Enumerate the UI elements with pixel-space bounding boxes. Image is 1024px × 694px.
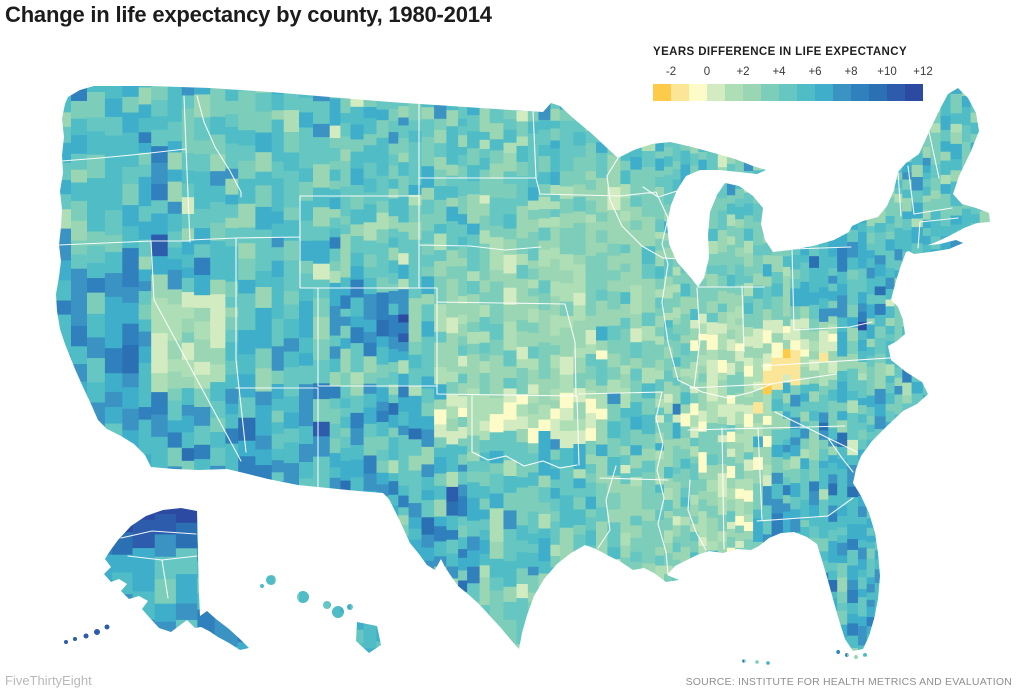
legend-swatch: [671, 84, 689, 101]
legend-swatch: [761, 84, 779, 101]
legend-color-scale: [653, 84, 923, 101]
legend-tick-label: +2: [736, 66, 750, 78]
legend-swatch: [869, 84, 887, 101]
legend-swatch: [743, 84, 761, 101]
legend-tick-label: +8: [844, 66, 858, 78]
legend-swatch: [905, 84, 923, 101]
source-credit: SOURCE: INSTITUTE FOR HEALTH METRICS AND…: [685, 676, 1012, 688]
legend-swatch: [833, 84, 851, 101]
legend-swatch: [689, 84, 707, 101]
footer: FiveThirtyEight SOURCE: INSTITUTE FOR HE…: [0, 672, 1024, 688]
legend-tick-label: +6: [808, 66, 822, 78]
state-borders: [58, 95, 959, 599]
legend-swatch: [779, 84, 797, 101]
legend-title: YEARS DIFFERENCE IN LIFE EXPECTANCY: [653, 46, 908, 58]
legend-swatch: [725, 84, 743, 101]
legend-tick-label: 0: [703, 66, 711, 78]
legend-tick-label: +4: [772, 66, 786, 78]
legend-tick-labels: -2 0 +2 +4 +6 +8 +10 +12: [653, 66, 933, 80]
legend-swatch: [887, 84, 905, 101]
legend-tick-label: -2: [665, 66, 677, 78]
legend-swatch: [707, 84, 725, 101]
legend-tick-label: +12: [913, 66, 933, 78]
legend-swatch: [851, 84, 869, 101]
legend: YEARS DIFFERENCE IN LIFE EXPECTANCY -2 0 +…: [653, 46, 933, 104]
legend-swatch: [815, 84, 833, 101]
legend-swatch: [797, 84, 815, 101]
chart-title: Change in life expectancy by county, 198…: [5, 2, 492, 27]
legend-swatch: [653, 84, 671, 101]
brand-credit: FiveThirtyEight: [5, 673, 92, 688]
legend-tick-label: +10: [877, 66, 897, 78]
